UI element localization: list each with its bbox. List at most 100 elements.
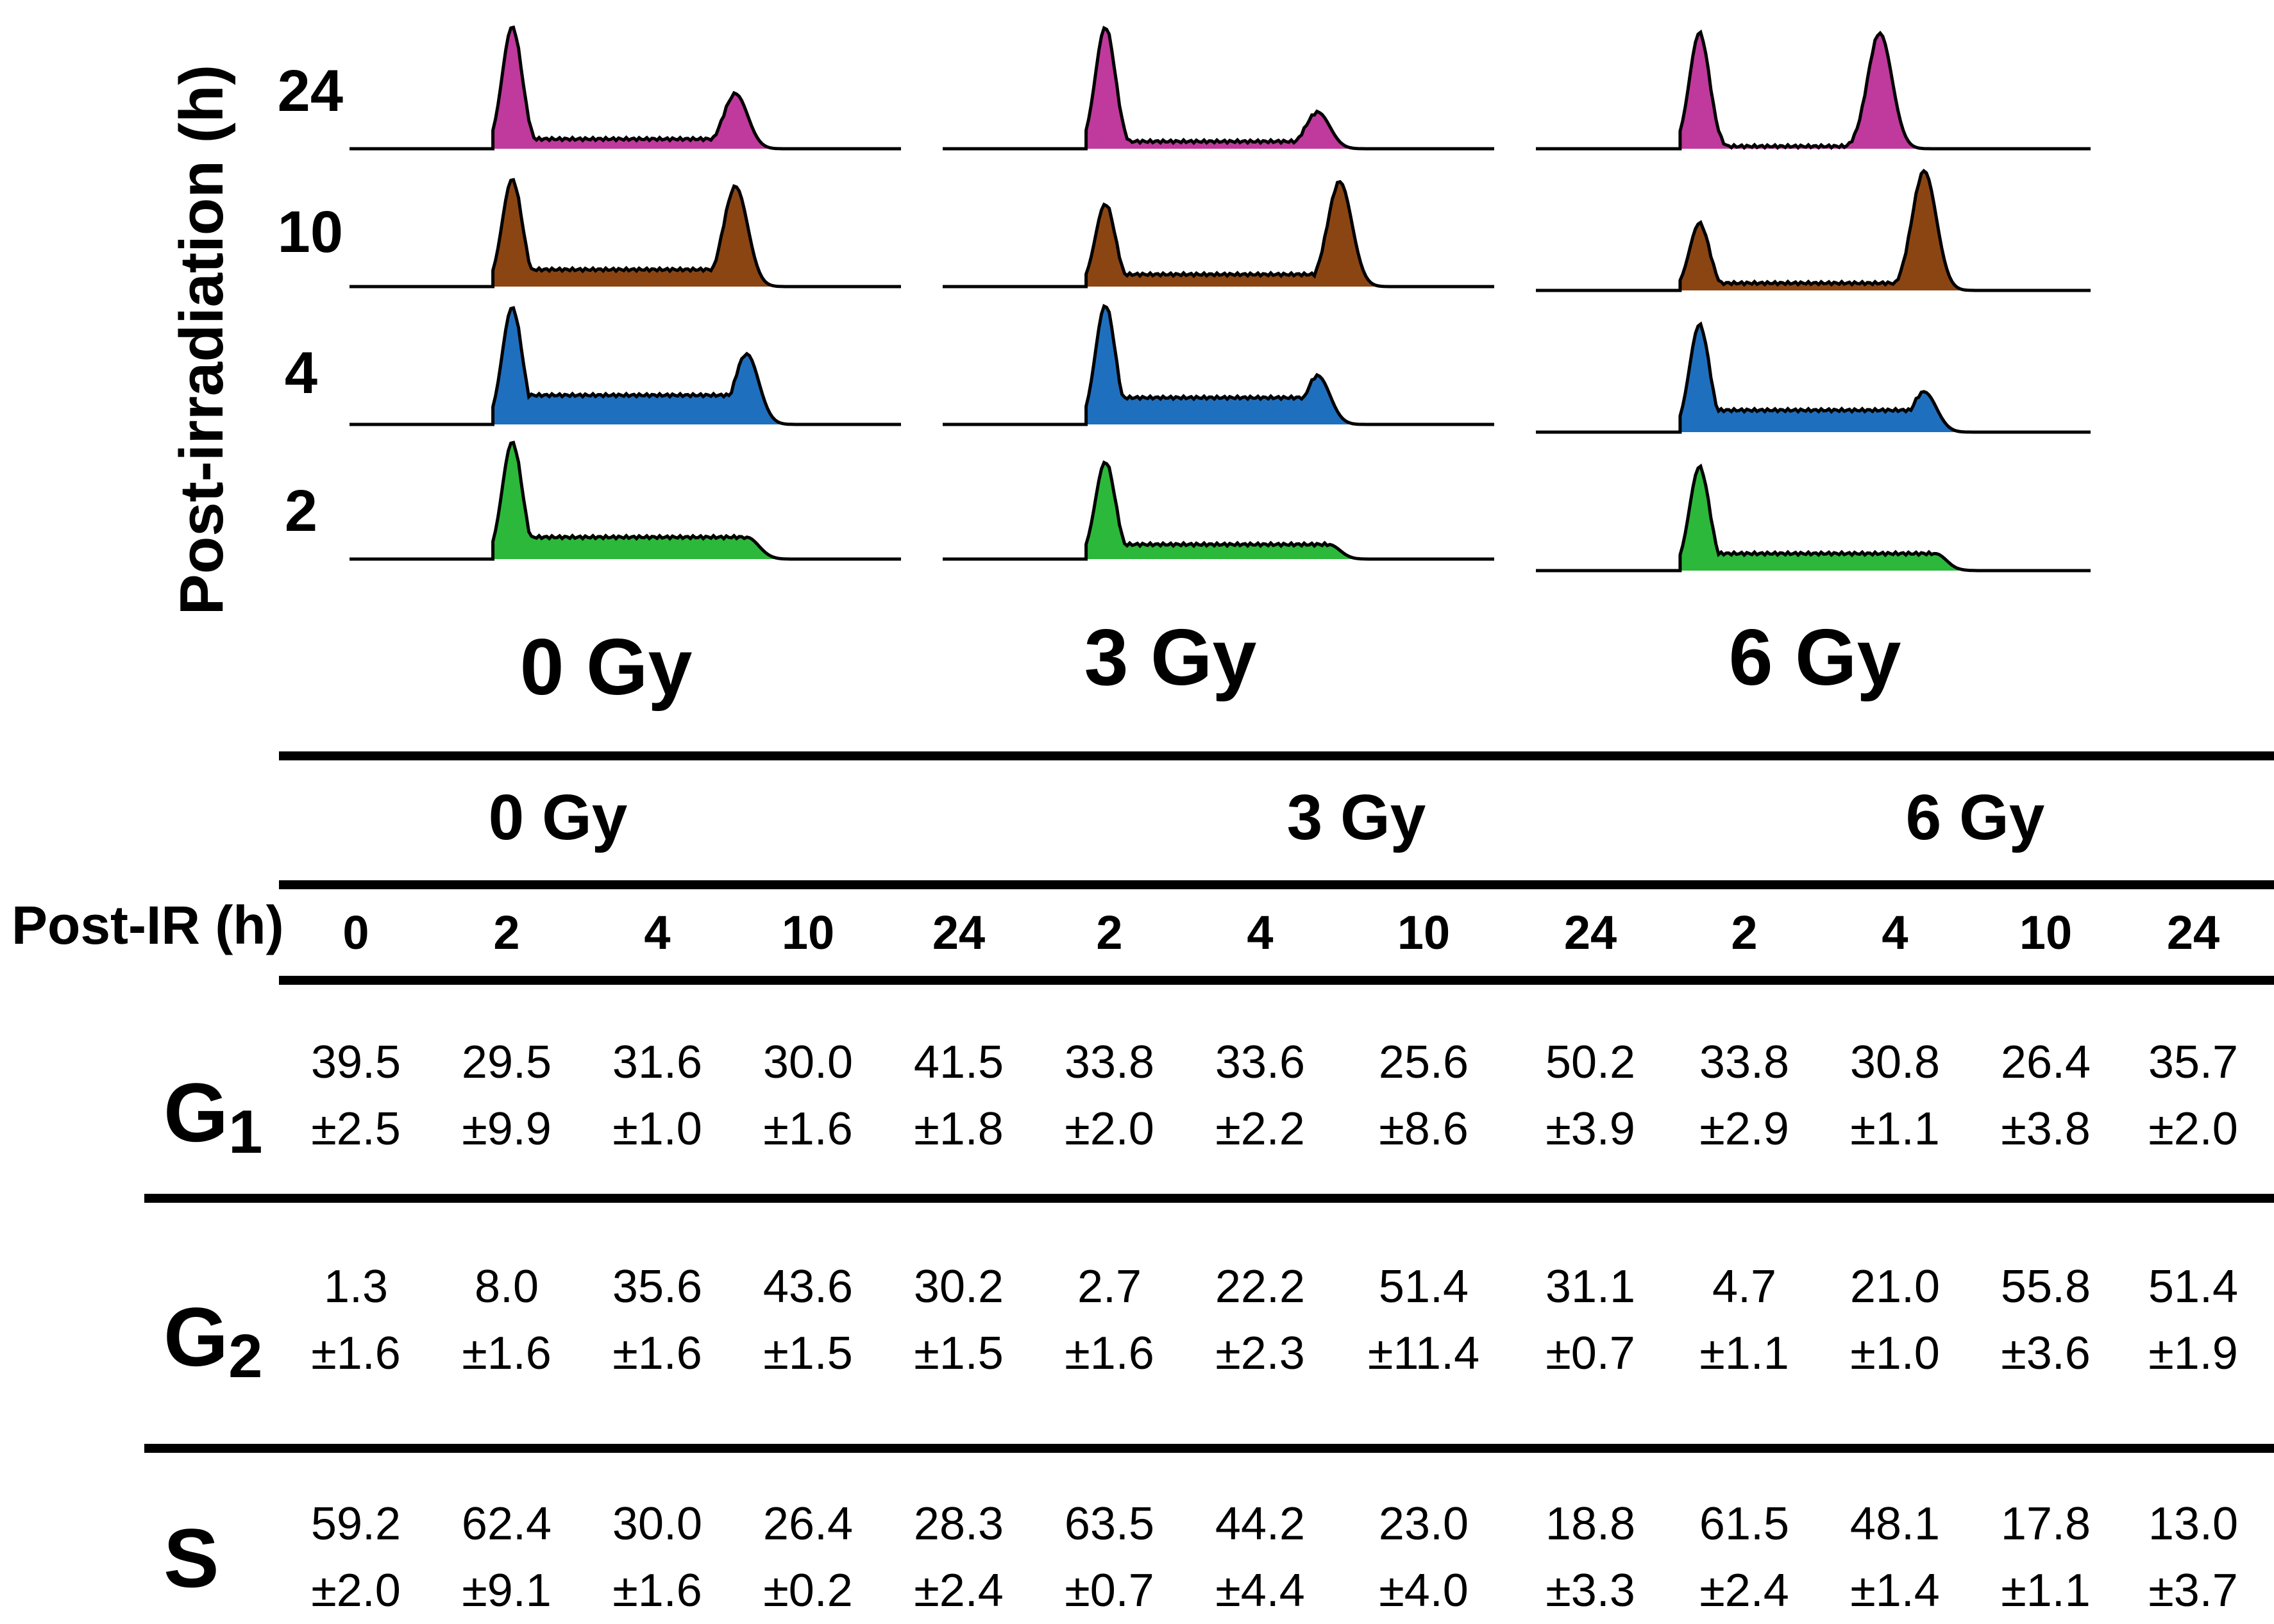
histogram-outline-0gy-10h bbox=[350, 178, 901, 289]
cell-sd: ±2.0 bbox=[2148, 1103, 2238, 1155]
table-dose-header-0: 0 Gy bbox=[488, 782, 628, 853]
cell-mean: 61.5 bbox=[1699, 1498, 1790, 1550]
histogram-outline-3gy-4h bbox=[943, 304, 1494, 426]
cell-mean: 31.6 bbox=[612, 1037, 703, 1088]
table-cell: 41.5 ±1.8 bbox=[914, 1029, 1004, 1162]
column-header: 0 bbox=[342, 906, 369, 959]
table-cell: 30.8 ±1.1 bbox=[1850, 1029, 1940, 1162]
tick-label-2: 2 bbox=[284, 478, 317, 544]
cell-mean: 51.4 bbox=[2148, 1261, 2239, 1312]
cell-sd: ±1.6 bbox=[311, 1328, 401, 1379]
histogram-outline-6gy-2h bbox=[1536, 464, 2091, 573]
table-cell: 21.0 ±1.0 bbox=[1850, 1253, 1940, 1387]
table-cell: 29.5 ±9.9 bbox=[462, 1029, 552, 1162]
cell-sd: ±9.1 bbox=[462, 1565, 552, 1616]
cell-mean: 13.0 bbox=[2148, 1498, 2239, 1550]
table-cell: 48.1 ±1.4 bbox=[1850, 1491, 1940, 1624]
table-cell: 30.0 ±1.6 bbox=[612, 1491, 702, 1624]
cell-mean: 35.6 bbox=[612, 1261, 703, 1312]
histogram-outline-3gy-10h bbox=[943, 180, 1494, 289]
row-label-g2: G2 bbox=[164, 1289, 263, 1392]
cell-mean: 44.2 bbox=[1215, 1498, 1306, 1550]
panel-dose-label-6: 6 Gy bbox=[1728, 614, 1901, 702]
cell-sd: ±1.5 bbox=[914, 1328, 1004, 1379]
histogram-0gy-24h bbox=[350, 27, 901, 149]
table-cell: 33.6 ±2.2 bbox=[1215, 1029, 1305, 1162]
cell-sd: ±1.0 bbox=[612, 1103, 702, 1155]
table-cell: 4.7 ±1.1 bbox=[1699, 1253, 1789, 1387]
table-cell: 23.0 ±4.0 bbox=[1379, 1491, 1469, 1624]
histogram-outline-3gy-24h bbox=[943, 26, 1494, 151]
cell-mean: 39.5 bbox=[310, 1037, 401, 1088]
histogram-6gy-10h bbox=[1536, 171, 2091, 290]
cell-mean: 26.4 bbox=[762, 1498, 854, 1550]
column-header: 24 bbox=[1563, 906, 1617, 959]
row-label-g2-sub: 2 bbox=[228, 1322, 263, 1391]
table-cell: 30.0 ±1.6 bbox=[763, 1029, 853, 1162]
column-header: 4 bbox=[644, 906, 671, 959]
cell-sd: ±1.1 bbox=[2001, 1565, 2091, 1616]
histogram-3gy-24h bbox=[943, 28, 1494, 149]
cell-sd: ±1.8 bbox=[914, 1103, 1004, 1155]
histogram-0gy-2h bbox=[350, 442, 901, 559]
cell-sd: ±1.6 bbox=[1065, 1328, 1154, 1379]
table-cell: 22.2 ±2.3 bbox=[1215, 1253, 1305, 1387]
row-label-g1: G1 bbox=[164, 1064, 263, 1168]
cell-mean: 25.6 bbox=[1378, 1037, 1469, 1088]
table-cell: 33.8 ±2.0 bbox=[1065, 1029, 1154, 1162]
cell-sd: ±3.6 bbox=[2001, 1328, 2091, 1379]
row-label-s-main: S bbox=[164, 1511, 219, 1605]
table-row-rule-2 bbox=[144, 1444, 2274, 1453]
table-cell: 31.6 ±1.0 bbox=[612, 1029, 702, 1162]
table-cell: 35.6 ±1.6 bbox=[612, 1253, 702, 1387]
column-header: 2 bbox=[1096, 906, 1123, 959]
cell-mean: 2.7 bbox=[1077, 1261, 1142, 1312]
cell-mean: 33.8 bbox=[1064, 1037, 1155, 1088]
tick-label-4: 4 bbox=[284, 340, 317, 406]
cell-mean: 22.2 bbox=[1215, 1261, 1306, 1312]
cell-sd: ±3.3 bbox=[1545, 1565, 1635, 1616]
column-header: 24 bbox=[932, 906, 986, 959]
histogram-6gy-24h bbox=[1536, 32, 2091, 149]
table-cell: 63.5 ±0.7 bbox=[1065, 1491, 1154, 1624]
cell-sd: ±2.5 bbox=[311, 1103, 401, 1155]
histogram-outline-6gy-4h bbox=[1536, 321, 2091, 434]
table-cell: 51.4 ±1.9 bbox=[2148, 1253, 2238, 1387]
cell-sd: ±4.4 bbox=[1215, 1565, 1305, 1616]
cell-mean: 51.4 bbox=[1378, 1261, 1469, 1312]
table-cell: 44.2 ±4.4 bbox=[1215, 1491, 1305, 1624]
row-label-g1-sub: 1 bbox=[228, 1098, 263, 1166]
cell-sd: ±2.3 bbox=[1215, 1328, 1305, 1379]
cell-sd: ±1.1 bbox=[1699, 1328, 1789, 1379]
histogram-outline-3gy-2h bbox=[943, 460, 1494, 561]
panel-dose-label-3: 3 Gy bbox=[1084, 614, 1257, 702]
table-cell: 61.5 ±2.4 bbox=[1699, 1491, 1789, 1624]
table-cell: 26.4 ±3.8 bbox=[2001, 1029, 2091, 1162]
cell-sd: ±2.4 bbox=[1699, 1565, 1789, 1616]
table-cell: 59.2 ±2.0 bbox=[311, 1491, 401, 1624]
cell-mean: 33.8 bbox=[1699, 1037, 1790, 1088]
cell-sd: ±4.0 bbox=[1379, 1565, 1469, 1616]
histogram-3gy-10h bbox=[943, 181, 1494, 287]
table-cell: 50.2 ±3.9 bbox=[1545, 1029, 1635, 1162]
row-label-g1-main: G bbox=[164, 1066, 229, 1159]
cell-mean: 43.6 bbox=[762, 1261, 854, 1312]
histogram-outline-6gy-24h bbox=[1536, 29, 2091, 151]
histogram-3gy-4h bbox=[943, 306, 1494, 424]
cell-sd: ±11.4 bbox=[1367, 1328, 1480, 1379]
cell-sd: ±3.8 bbox=[2001, 1103, 2091, 1155]
cell-mean: 26.4 bbox=[2000, 1037, 2091, 1088]
cell-sd: ±3.7 bbox=[2148, 1565, 2238, 1616]
cell-sd: ±2.0 bbox=[1065, 1103, 1154, 1155]
cell-mean: 55.8 bbox=[2000, 1261, 2091, 1312]
cell-mean: 28.3 bbox=[913, 1498, 1004, 1550]
table-cell: 26.4 ±0.2 bbox=[763, 1491, 853, 1624]
post-ir-header: Post-IR (h) bbox=[12, 895, 284, 955]
cell-mean: 21.0 bbox=[1849, 1261, 1941, 1312]
table-cell: 31.1 ±0.7 bbox=[1545, 1253, 1635, 1387]
cell-mean: 17.8 bbox=[2000, 1498, 2091, 1550]
cell-mean: 1.3 bbox=[323, 1261, 389, 1312]
table-cell: 30.2 ±1.5 bbox=[914, 1253, 1004, 1387]
table-cell: 2.7 ±1.6 bbox=[1065, 1253, 1154, 1387]
table-cell: 51.4 ±11.4 bbox=[1368, 1253, 1479, 1387]
